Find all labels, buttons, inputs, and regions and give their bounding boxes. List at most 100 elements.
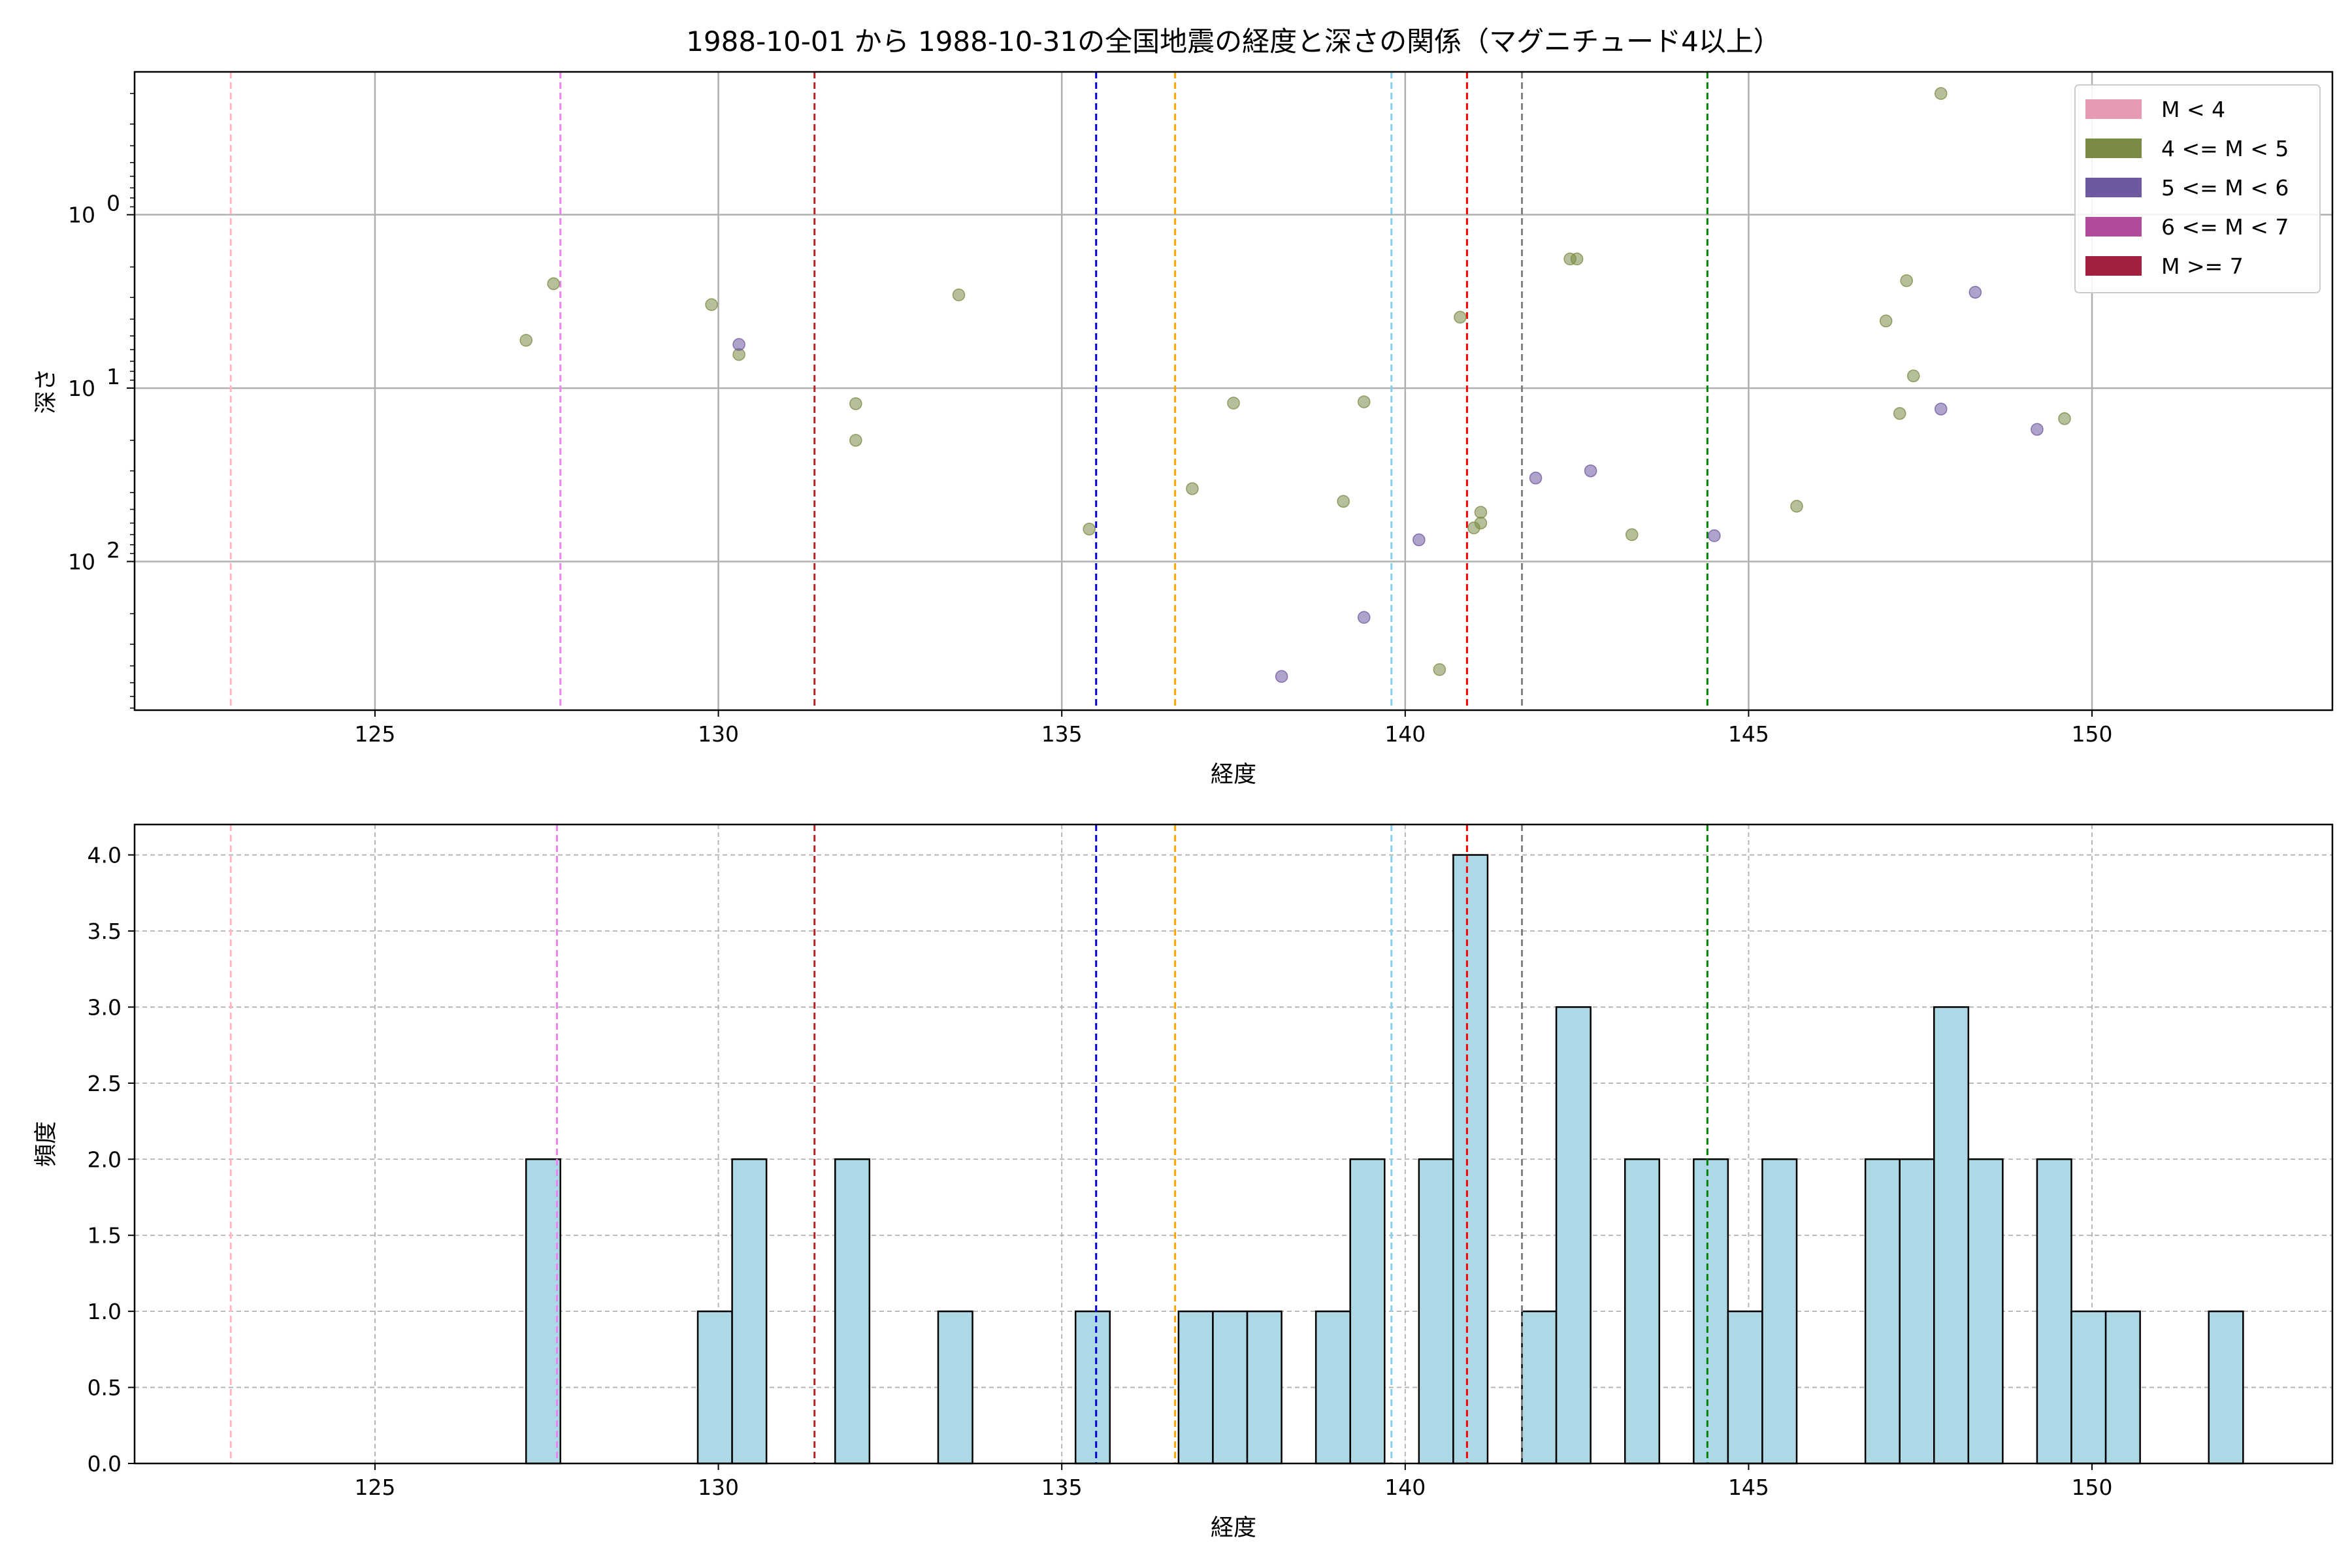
histogram-bar: [2104, 1310, 2141, 1465]
histogram-bar: [1452, 854, 1489, 1465]
scatter-point: [519, 334, 532, 347]
y-tick-label: 0.5: [88, 1375, 122, 1401]
scatter-point: [1454, 310, 1467, 324]
scatter-point: [2031, 423, 2044, 436]
scatter-point: [1708, 529, 1721, 542]
histogram-bar: [1967, 1158, 2004, 1465]
histogram-bar: [1074, 1310, 1111, 1465]
histogram-bar: [1899, 1158, 1935, 1465]
scatter-point: [1474, 516, 1488, 530]
scatter-chart: 125 130 135 140 145 150 10 0 10 1 10 2 M < 4 4 <= M <…: [33, 25, 2334, 788]
legend-swatch: [2085, 217, 2142, 237]
scatter-point: [1790, 500, 1803, 513]
legend-swatch: [2085, 99, 2142, 119]
y-tick-label: 3.0: [88, 994, 122, 1020]
scatter-point: [1935, 87, 1948, 100]
legend-label: 6 <= M < 7: [2161, 214, 2289, 240]
scatter-point: [1570, 252, 1584, 266]
histogram-bar: [1727, 1310, 1763, 1465]
scatter-point: [1227, 397, 1240, 410]
y-tick-label: 2.5: [88, 1071, 122, 1096]
histogram-bar: [525, 1158, 562, 1465]
chart-title: 1988-10-01 から 1988-10-31の全国地震の経度と深さの関係（マ…: [686, 25, 1781, 57]
histogram-bar: [1555, 1006, 1592, 1465]
scatter-point: [1413, 533, 1426, 547]
scatter-point: [1893, 407, 1906, 420]
y-tick-label: 10: [68, 549, 95, 574]
histogram-chart: 125 130 135 140 145 150 0.0 0.5 1.0 1.5 2.0 2.5 3.0 3…: [33, 823, 2334, 1541]
legend-label: M < 4: [2161, 97, 2225, 122]
scatter-point: [952, 288, 966, 302]
histogram-bar: [731, 1158, 768, 1465]
x-tick-label: 125: [354, 721, 395, 747]
histogram-bar: [1624, 1158, 1661, 1465]
x-tick-label: 135: [1041, 721, 1083, 747]
y-tick-label: 2.0: [88, 1147, 122, 1172]
legend-label: 4 <= M < 5: [2161, 136, 2289, 161]
y-tick-label: 1.0: [88, 1299, 122, 1324]
histogram-bar: [1693, 1158, 1729, 1465]
histogram-bar: [2070, 1310, 2107, 1465]
x-tick-label: 140: [1384, 1475, 1426, 1500]
legend-label: 5 <= M < 6: [2161, 175, 2289, 201]
scatter-point: [1186, 482, 1199, 495]
histogram-bar: [1246, 1310, 1282, 1465]
scatter-point: [1529, 471, 1543, 485]
y-tick-label: 3.5: [88, 919, 122, 944]
legend-swatch: [2085, 178, 2142, 197]
scatter-point: [1584, 464, 1597, 478]
scatter-point: [1935, 402, 1948, 416]
y-tick-label: 1.5: [88, 1223, 122, 1249]
y-tick-exponent: 1: [106, 364, 120, 389]
legend-swatch: [2085, 139, 2142, 158]
x-tick-label: 145: [1728, 721, 1769, 747]
y-tick-exponent: 0: [106, 191, 120, 216]
scatter-point: [1357, 395, 1371, 408]
y-tick-label: 10: [68, 203, 95, 228]
scatter-point: [1337, 495, 1350, 508]
legend-box: [2074, 84, 2321, 293]
x-tick-label: 150: [2072, 721, 2113, 747]
scatter-point: [2058, 412, 2071, 425]
histogram-bar: [1418, 1158, 1454, 1465]
histogram-bar: [937, 1310, 973, 1465]
y-axis-label: 深さ: [33, 368, 59, 414]
histogram-bar: [1864, 1158, 1901, 1465]
x-axis-label: 経度: [1211, 1515, 1256, 1541]
scatter-point: [1275, 670, 1288, 683]
plot-area: [135, 72, 2332, 710]
scatter-point: [1625, 528, 1639, 542]
histogram-bar: [1177, 1310, 1214, 1465]
y-tick-label: 0.0: [88, 1451, 122, 1477]
scatter-point: [1968, 286, 1982, 299]
plot-frame: [133, 71, 2334, 711]
scatter-point: [1900, 274, 1913, 287]
histogram-bar: [2208, 1310, 2244, 1465]
x-tick-label: 125: [354, 1475, 395, 1500]
histogram-bar: [2036, 1158, 2072, 1465]
scatter-point: [1357, 611, 1371, 624]
histogram-bar: [1761, 1158, 1798, 1465]
histogram-bar: [696, 1310, 733, 1465]
scatter-point: [1474, 506, 1488, 519]
plot-frame: [133, 823, 2334, 1465]
scatter-point: [732, 338, 745, 351]
histogram-bar: [1212, 1310, 1249, 1465]
scatter-point: [1433, 663, 1446, 676]
y-tick-label: 4.0: [88, 843, 122, 868]
legend-label: M >= 7: [2161, 253, 2244, 279]
y-tick-label: 10: [68, 376, 95, 401]
scatter-point: [547, 277, 561, 291]
x-tick-label: 130: [698, 1475, 739, 1500]
x-tick-label: 135: [1041, 1475, 1083, 1500]
x-tick-label: 150: [2072, 1475, 2113, 1500]
histogram-bar: [1521, 1310, 1558, 1465]
y-tick-exponent: 2: [106, 537, 120, 563]
scatter-point: [1906, 369, 1920, 383]
x-tick-label: 130: [698, 721, 739, 747]
x-axis-label: 経度: [1211, 762, 1256, 788]
scatter-point: [849, 397, 862, 410]
legend-swatch: [2085, 256, 2142, 276]
histogram-bar: [1315, 1310, 1351, 1465]
